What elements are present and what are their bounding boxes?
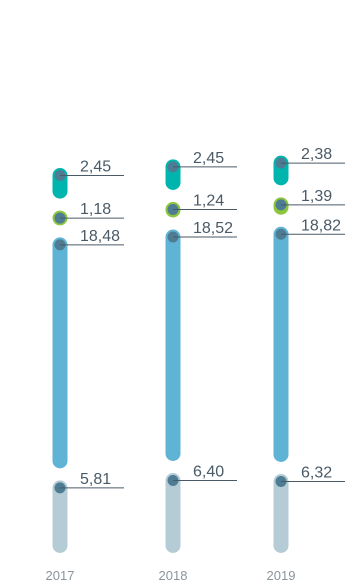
data-label-2018-s2: 18,52 [193, 220, 233, 237]
chart-annotations: 5,81 18,48 1,18 2,45 6,40 18,52 1,24 2,45 6,32 18… [54, 146, 345, 494]
data-label-2019-s4: 2,38 [301, 146, 332, 163]
data-label-2019-s1: 6,32 [301, 465, 332, 482]
data-label-2019-s2: 18,82 [301, 217, 341, 234]
x-axis-labels: 2017 2018 2019 [46, 568, 296, 583]
x-tick-label-2019: 2019 [267, 568, 296, 583]
data-label-2017-s1: 5,81 [80, 471, 111, 488]
data-label-2017-s4: 2,45 [80, 159, 111, 176]
x-tick-label-2017: 2017 [46, 568, 75, 583]
data-label-2017-s3: 1,18 [80, 201, 111, 218]
data-label-2018-s4: 2,45 [193, 150, 224, 167]
bar-segment-2018-s1 [165, 473, 181, 553]
data-label-2018-s3: 1,24 [193, 193, 224, 210]
bar-segment-2017-s2 [52, 237, 68, 469]
bar-segment-2018-s2 [165, 229, 181, 461]
data-label-2018-s1: 6,40 [193, 464, 224, 481]
data-label-2019-s3: 1,39 [301, 188, 332, 205]
bar-segment-2017-s1 [52, 480, 68, 553]
x-tick-label-2018: 2018 [159, 568, 188, 583]
bar-segment-2019-s1 [273, 474, 289, 553]
bar-segment-2019-s2 [273, 226, 289, 462]
data-label-2017-s2: 18,48 [80, 228, 120, 245]
